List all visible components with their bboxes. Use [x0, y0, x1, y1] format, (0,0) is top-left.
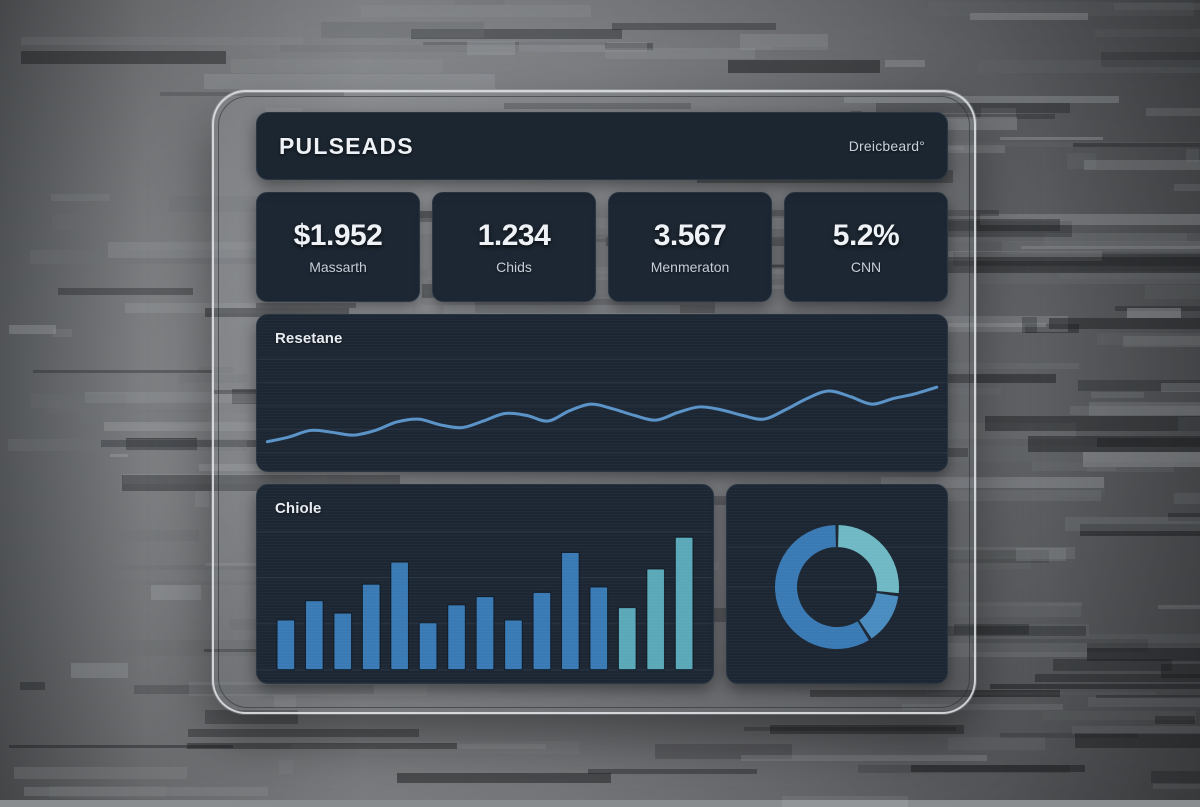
- bar[interactable]: [647, 569, 665, 670]
- bar[interactable]: [675, 537, 693, 669]
- bar-chart-title: Chiole: [275, 500, 321, 517]
- bar-chart-panel[interactable]: Chiole: [256, 484, 714, 684]
- kpi-label: Massarth: [309, 259, 367, 275]
- donut-chart: [727, 485, 947, 683]
- account-label[interactable]: Dreicbeard°: [849, 138, 925, 154]
- kpi-value: $1.952: [294, 219, 383, 253]
- bar[interactable]: [419, 623, 437, 670]
- line-series-path: [267, 387, 936, 442]
- donut-chart-panel[interactable]: [726, 484, 948, 684]
- kpi-label: Chids: [496, 259, 532, 275]
- dashboard-screen: PULSEADS Dreicbeard° $1.952 Massarth 1.2…: [256, 112, 948, 684]
- kpi-card-massarth[interactable]: $1.952 Massarth: [256, 192, 420, 302]
- kpi-card-menmeraton[interactable]: 3.567 Menmeraton: [608, 192, 772, 302]
- bar[interactable]: [562, 552, 580, 669]
- donut-slice[interactable]: [838, 525, 899, 593]
- bar[interactable]: [277, 620, 295, 670]
- donut-slice[interactable]: [859, 593, 898, 638]
- bar[interactable]: [618, 608, 636, 670]
- bar[interactable]: [391, 562, 409, 670]
- line-chart-panel[interactable]: Resetane: [256, 314, 948, 472]
- kpi-value: 3.567: [654, 219, 727, 253]
- line-chart-title: Resetane: [275, 330, 343, 347]
- kpi-label: Menmeraton: [651, 259, 730, 275]
- bar[interactable]: [590, 587, 608, 670]
- bottom-row: Chiole: [256, 484, 948, 684]
- kpi-card-chids[interactable]: 1.234 Chids: [432, 192, 596, 302]
- bar[interactable]: [448, 605, 466, 670]
- kpi-value: 1.234: [478, 219, 551, 253]
- bar[interactable]: [476, 597, 494, 670]
- bar[interactable]: [362, 584, 380, 670]
- bar[interactable]: [334, 613, 352, 670]
- bar[interactable]: [533, 592, 551, 669]
- brand-title: PULSEADS: [279, 133, 414, 160]
- kpi-label: CNN: [851, 259, 881, 275]
- kpi-value: 5.2%: [833, 219, 899, 253]
- kpi-card-cnn[interactable]: 5.2% CNN: [784, 192, 948, 302]
- kpi-row: $1.952 Massarth 1.234 Chids 3.567 Menmer…: [256, 192, 948, 302]
- bar[interactable]: [305, 601, 323, 670]
- app-header: PULSEADS Dreicbeard°: [256, 112, 948, 180]
- line-chart: [257, 315, 947, 471]
- bar[interactable]: [505, 620, 523, 670]
- bar-chart: [257, 485, 713, 683]
